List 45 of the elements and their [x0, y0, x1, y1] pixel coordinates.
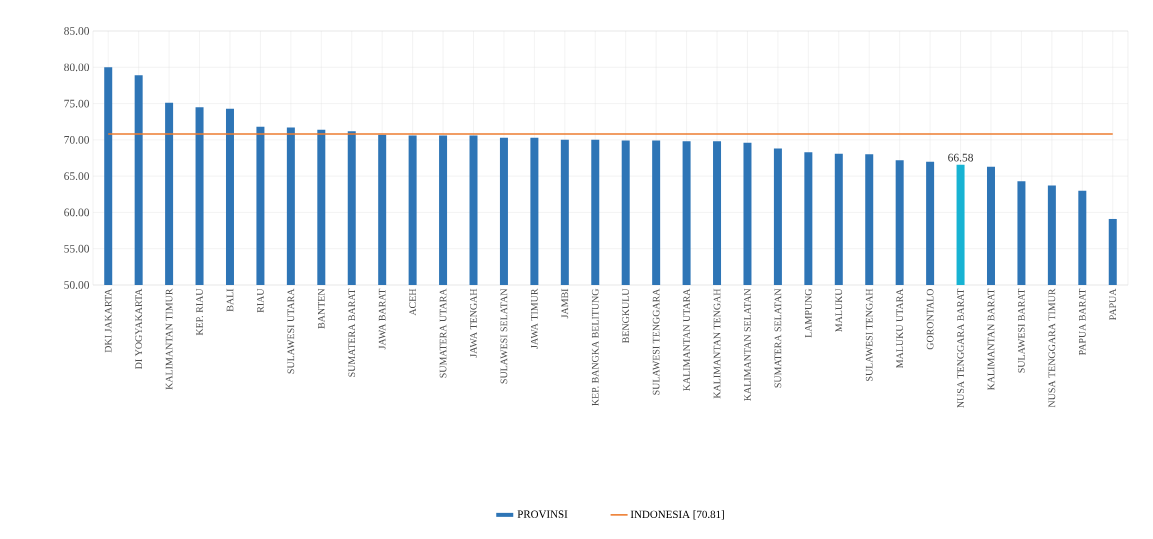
x-tick-label: SULAWESI TENGAH: [865, 288, 873, 381]
x-tick-label: BENGKULU: [622, 288, 630, 344]
y-tick-label: 75.00: [64, 99, 90, 108]
x-tick-label: SULAWESI BARAT: [1018, 288, 1025, 373]
y-tick-label: 80.00: [64, 63, 90, 72]
x-tick-label: SUMATERA UTARA: [439, 288, 447, 378]
x-tick-label: SUMATERA BARAT: [348, 288, 356, 377]
x-tick-label: BALI: [226, 288, 234, 312]
x-tick-label: RIAU: [257, 288, 264, 313]
x-tick-label: SULAWESI TENGGARA: [652, 288, 660, 395]
x-tick-label: GORONTALO: [926, 288, 934, 350]
x-tick-label: NUSA TENGGARA TIMUR: [1048, 288, 1056, 408]
x-tick-label: JAWA TIMUR: [531, 288, 538, 349]
x-tick-label: KALIMANTAN TENGAH: [713, 288, 721, 399]
x-tick-label: SULAWESI UTARA: [287, 288, 295, 374]
x-tick-label: KALIMANTAN TIMUR: [165, 288, 173, 390]
x-tick-label: KALIMANTAN UTARA: [683, 288, 690, 391]
x-tick-label: PAPUA BARAT: [1078, 288, 1086, 356]
x-tick-label: MALUKU: [835, 288, 843, 332]
data-label: 66.58: [948, 153, 974, 162]
x-tick-label: ACEH: [409, 288, 416, 316]
legend-label: PROVINSI: [517, 510, 568, 518]
x-tick-label: KALIMANTAN SELATAN: [744, 288, 751, 401]
x-tick-label: DKI JAKARTA: [104, 288, 112, 353]
x-tick-label: JAWA BARAT: [378, 288, 386, 350]
x-tick-label: KALIMANTAN BARAT: [987, 288, 995, 391]
y-tick-label: 60.00: [64, 208, 90, 217]
x-tick-label: SUMATERA SELATAN: [774, 288, 782, 388]
x-tick-label: DI YOGYAKARTA: [135, 288, 142, 370]
x-tick-label: LAMPUNG: [805, 288, 812, 338]
x-tick-label: JAMBI: [561, 288, 569, 319]
x-tick-label: MALUKU UTARA: [896, 288, 904, 368]
y-tick-label: 85.00: [64, 27, 90, 35]
x-tick-label: JAWA TENGAH: [470, 288, 477, 358]
x-tick-label: BANTEN: [318, 288, 325, 329]
legend-label: INDONESIA [70.81]: [630, 510, 724, 520]
x-tick-label: KEP. BANGKA BELITUNG: [591, 288, 599, 406]
x-tick-label: NUSA TENGGARA BARAT: [957, 288, 964, 408]
x-tick-label: KEP. RIAU: [196, 288, 203, 336]
y-tick-label: 65.00: [64, 172, 90, 181]
x-tick-label: PAPUA: [1109, 288, 1117, 320]
y-tick-label: 50.00: [64, 281, 90, 289]
y-tick-label: 55.00: [64, 244, 90, 253]
y-tick-label: 70.00: [64, 135, 90, 144]
x-tick-label: SULAWESI SELATAN: [500, 288, 508, 384]
